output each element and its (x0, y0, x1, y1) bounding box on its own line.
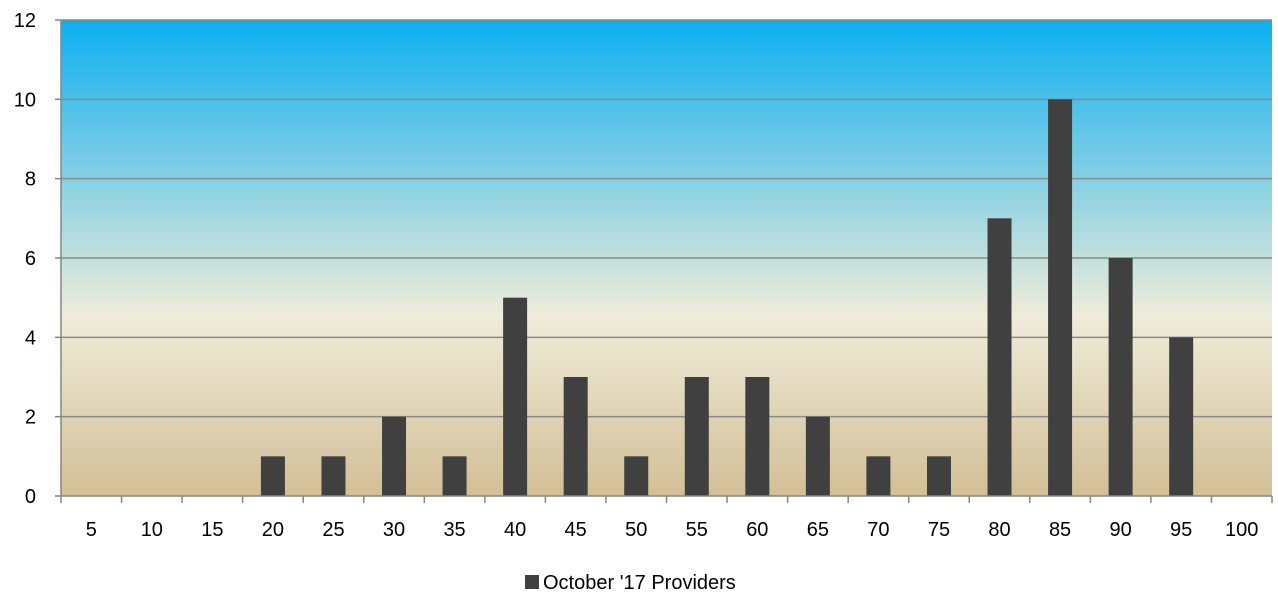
bar (1109, 258, 1133, 496)
bar (685, 377, 709, 496)
y-tick-label: 2 (25, 407, 36, 429)
bar (503, 298, 527, 496)
bar (927, 456, 951, 496)
x-tick-label: 60 (746, 519, 768, 541)
x-tick-label: 20 (262, 519, 284, 541)
x-tick-label: 40 (504, 519, 526, 541)
x-tick-label: 15 (201, 519, 223, 541)
x-tick-label: 80 (988, 519, 1010, 541)
legend: October '17 Providers (525, 572, 736, 594)
x-axis-tick-labels: 5 10 15 20 25 30 35 40 45 50 55 60 65 70 75 80 85 90 95 100 (86, 519, 1259, 541)
x-tick-label: 70 (867, 519, 889, 541)
x-tick-label: 90 (1110, 519, 1132, 541)
bar (321, 456, 345, 496)
x-tick-label: 5 (86, 519, 97, 541)
bar (866, 456, 890, 496)
y-tick-label: 4 (25, 327, 36, 349)
x-tick-label: 50 (625, 519, 647, 541)
bar (988, 218, 1012, 496)
y-axis-tick-labels: 0 2 4 6 8 10 12 (14, 10, 36, 508)
x-tick-label: 35 (443, 519, 465, 541)
x-tick-label: 65 (807, 519, 829, 541)
bar (443, 456, 467, 496)
x-tick-label: 45 (565, 519, 587, 541)
legend-label: October '17 Providers (543, 572, 736, 594)
x-tick-label: 75 (928, 519, 950, 541)
bar (382, 417, 406, 496)
x-tick-label: 55 (686, 519, 708, 541)
x-tick-label: 30 (383, 519, 405, 541)
bar (261, 456, 285, 496)
bar (564, 377, 588, 496)
x-tick-label: 95 (1170, 519, 1192, 541)
x-tick-label: 25 (322, 519, 344, 541)
legend-swatch (525, 575, 539, 589)
y-tick-label: 10 (14, 89, 36, 111)
y-tick-label: 0 (25, 486, 36, 508)
bar (1048, 99, 1072, 496)
x-tick-label: 10 (141, 519, 163, 541)
x-tick-label: 85 (1049, 519, 1071, 541)
y-tick-label: 12 (14, 10, 36, 32)
bar (806, 417, 830, 496)
x-tick-label: 100 (1225, 519, 1258, 541)
y-tick-label: 6 (25, 248, 36, 270)
bar (624, 456, 648, 496)
bar (745, 377, 769, 496)
bar (1169, 337, 1193, 496)
y-tick-label: 8 (25, 169, 36, 191)
